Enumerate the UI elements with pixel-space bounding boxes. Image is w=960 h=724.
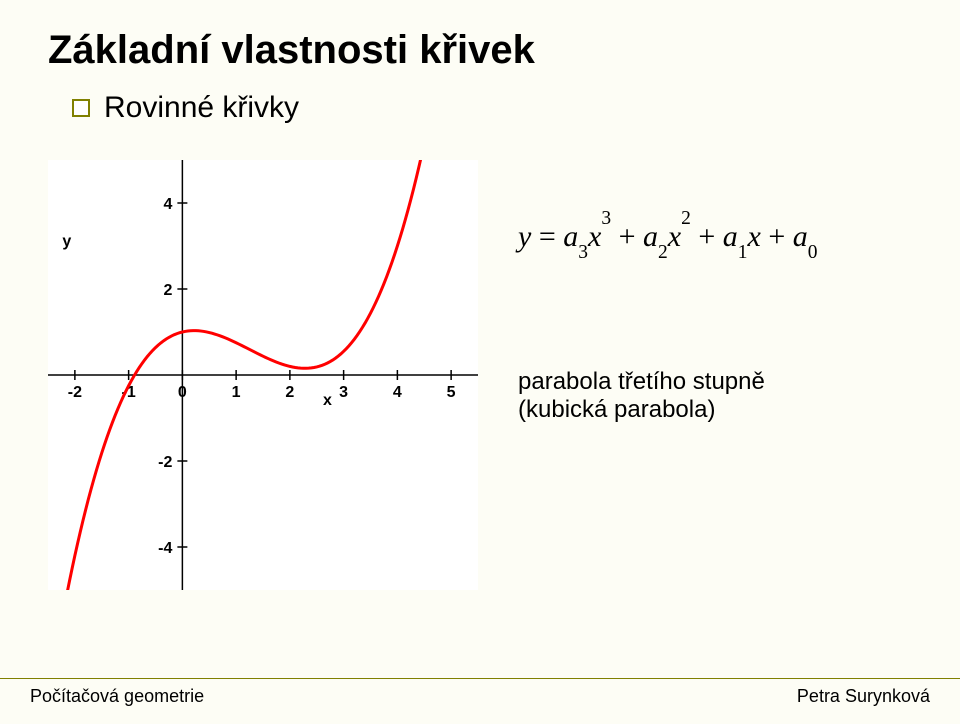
svg-text:2: 2 — [285, 384, 294, 401]
footer-right: Petra Surynková — [797, 686, 930, 707]
svg-text:-2: -2 — [68, 384, 82, 401]
svg-text:-4: -4 — [158, 540, 172, 557]
description-line-2: (kubická parabola) — [518, 396, 912, 424]
square-bullet-icon — [72, 99, 90, 117]
page-title: Základní vlastnosti křivek — [48, 28, 912, 73]
svg-text:5: 5 — [447, 384, 456, 401]
cubic-chart: -2-1012345-4-224xy — [48, 160, 478, 590]
svg-text:2: 2 — [163, 282, 172, 299]
svg-text:4: 4 — [163, 196, 172, 213]
footer-left: Počítačová geometrie — [30, 686, 204, 707]
svg-text:x: x — [323, 392, 332, 409]
svg-text:1: 1 — [232, 384, 241, 401]
slide: Základní vlastnosti křivek Rovinné křivk… — [0, 0, 960, 724]
svg-text:y: y — [62, 233, 71, 250]
right-column: y = a3x3 + a2x2 + a1x + a0 parabola třet… — [478, 160, 912, 590]
description-line-1: parabola třetího stupně — [518, 368, 912, 396]
equation: y = a3x3 + a2x2 + a1x + a0 — [518, 220, 912, 258]
svg-text:4: 4 — [393, 384, 402, 401]
bullet-item: Rovinné křivky — [72, 91, 912, 125]
bullet-text: Rovinné křivky — [104, 91, 299, 125]
footer: Počítačová geometrie Petra Surynková — [0, 678, 960, 714]
svg-text:-2: -2 — [158, 454, 172, 471]
chart-svg: -2-1012345-4-224xy — [48, 160, 478, 590]
content-row: -2-1012345-4-224xy y = a3x3 + a2x2 + a1x… — [48, 160, 912, 590]
svg-text:3: 3 — [339, 384, 348, 401]
description: parabola třetího stupně (kubická parabol… — [518, 368, 912, 424]
svg-text:0: 0 — [178, 384, 187, 401]
